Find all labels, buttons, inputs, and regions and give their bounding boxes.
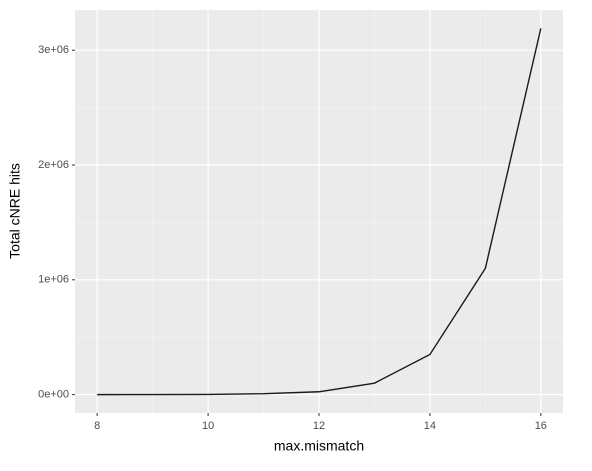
x-tick-label: 8 [94,420,100,432]
y-tick-label: 1e+06 [38,274,69,286]
y-tick-label: 2e+06 [38,159,69,171]
x-tick-label: 12 [313,420,325,432]
x-tick-label: 10 [202,420,214,432]
y-tick-label: 0e+00 [38,389,69,401]
x-tick-label: 16 [535,420,547,432]
y-axis-title: Total cNRE hits [7,163,23,259]
y-tick-label: 3e+06 [38,44,69,56]
line [97,28,542,396]
x-axis-title: max.mismatch [274,438,364,454]
x-tick-label: 14 [424,420,436,432]
